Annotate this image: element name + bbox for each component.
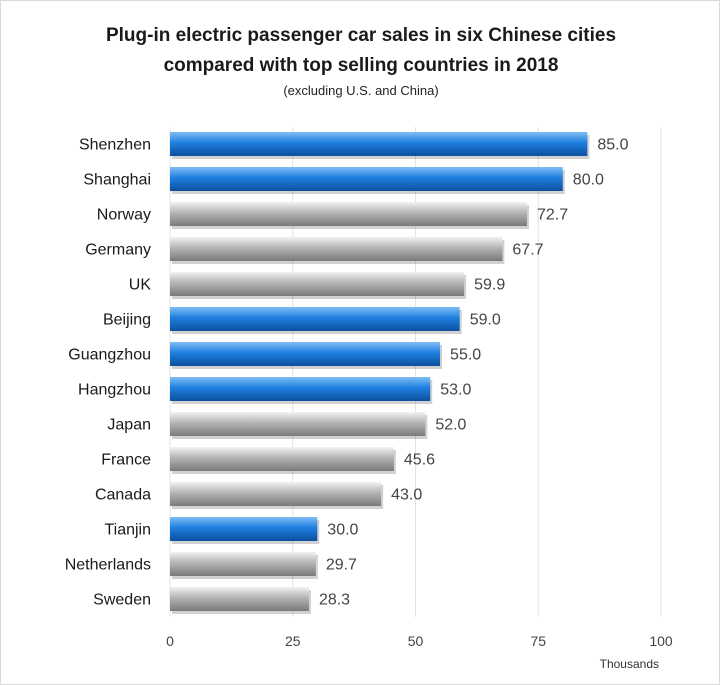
x-axis-unit-label: Thousands xyxy=(600,657,659,671)
category-label: Canada xyxy=(95,487,151,504)
category-label: Guangzhou xyxy=(68,347,151,364)
bar-france xyxy=(170,447,394,471)
bar-canada xyxy=(170,482,382,506)
value-label: 55.0 xyxy=(450,347,481,364)
value-label: 28.3 xyxy=(319,592,350,609)
category-label: Hangzhou xyxy=(78,382,151,399)
bar-germany xyxy=(170,237,503,261)
chart-subtitle: (excluding U.S. and China) xyxy=(283,83,439,98)
value-label: 45.6 xyxy=(404,452,435,469)
category-label: Japan xyxy=(107,417,151,434)
category-label: Shenzhen xyxy=(79,137,151,154)
value-label: 30.0 xyxy=(327,522,358,539)
value-label: 53.0 xyxy=(440,382,471,399)
category-label: Tianjin xyxy=(104,522,151,539)
bar-sweden xyxy=(170,587,309,611)
bar-hangzhou xyxy=(170,377,431,401)
bar-tianjin xyxy=(170,517,318,541)
category-label: UK xyxy=(129,277,152,294)
category-label: France xyxy=(101,452,151,469)
value-label: 59.9 xyxy=(474,277,505,294)
x-tick-label: 75 xyxy=(530,633,546,649)
value-label: 72.7 xyxy=(537,207,568,224)
value-label: 43.0 xyxy=(391,487,422,504)
bar-guangzhou xyxy=(170,342,441,366)
bar-shanghai xyxy=(170,167,563,191)
x-tick-label: 25 xyxy=(285,633,301,649)
value-label: 59.0 xyxy=(470,312,501,329)
x-tick-label: 100 xyxy=(649,633,673,649)
x-tick-label: 0 xyxy=(166,633,174,649)
value-label: 67.7 xyxy=(512,242,543,259)
category-label: Germany xyxy=(85,242,151,259)
bar-shenzhen xyxy=(170,132,588,156)
category-label: Sweden xyxy=(93,592,151,609)
bar-uk xyxy=(170,272,465,296)
bar-netherlands xyxy=(170,552,316,576)
chart-title-line-2: compared with top selling countries in 2… xyxy=(163,55,559,76)
category-label: Shanghai xyxy=(83,172,151,189)
bar-beijing xyxy=(170,307,460,331)
value-label: 29.7 xyxy=(326,557,357,574)
category-label: Norway xyxy=(97,207,151,224)
x-tick-label: 50 xyxy=(408,633,424,649)
value-label: 80.0 xyxy=(573,172,604,189)
bars xyxy=(170,132,590,614)
category-label: Netherlands xyxy=(65,557,151,574)
chart-title-line-1: Plug-in electric passenger car sales in … xyxy=(105,25,617,46)
bar-japan xyxy=(170,412,426,436)
value-label: 85.0 xyxy=(597,137,628,154)
bar-norway xyxy=(170,202,527,226)
category-label: Beijing xyxy=(103,312,151,329)
value-label: 52.0 xyxy=(435,417,466,434)
labels: 0 25 50 75 100 Shenzhen 85.0 Shanghai 80.0 Norway… xyxy=(65,137,673,650)
